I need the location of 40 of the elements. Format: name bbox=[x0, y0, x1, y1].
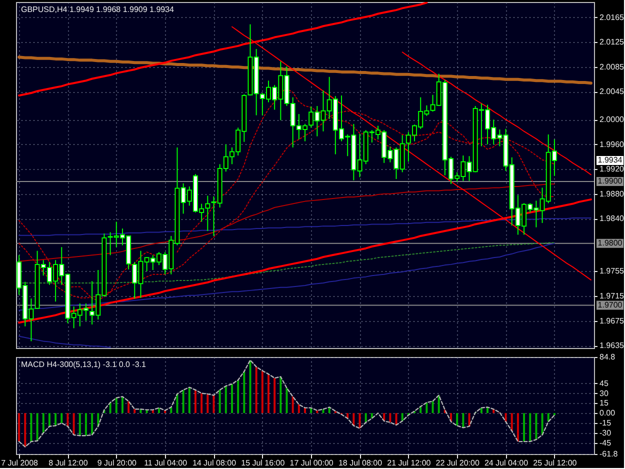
x-tick-label: 15 Jul 16:00 bbox=[241, 458, 286, 468]
y-tick-label: 30 bbox=[600, 388, 609, 398]
x-tick-label: 25 Jul 12:00 bbox=[533, 458, 578, 468]
x-tick-label: 22 Jul 20:00 bbox=[436, 458, 480, 468]
y-tick-label: 1.9635 bbox=[600, 341, 625, 350]
x-tick-label: 24 Jul 04:00 bbox=[484, 458, 529, 468]
x-tick-label: 18 Jul 08:00 bbox=[338, 458, 383, 468]
y-tick-label: 2.0165 bbox=[600, 12, 625, 22]
y-tick-label: 1.9755 bbox=[600, 266, 625, 276]
x-tick-label: 8 Jul 12:00 bbox=[48, 458, 88, 468]
y-tick-label: 1.9840 bbox=[600, 214, 625, 224]
y-tick-label: 2.0000 bbox=[600, 115, 625, 124]
ref-line-label: 1.9700 bbox=[598, 300, 623, 310]
y-tick-label: 1.9715 bbox=[600, 292, 625, 301]
y-tick-label: -45 bbox=[600, 438, 612, 448]
y-tick-label: 1.9960 bbox=[600, 140, 625, 149]
y-tick-label: 2.0045 bbox=[600, 87, 625, 96]
y-tick-label: 45 bbox=[600, 378, 609, 388]
y-tick-label: -15 bbox=[600, 418, 612, 428]
ref-line-label: 1.9800 bbox=[598, 238, 623, 248]
y-tick-label: 84.8 bbox=[600, 352, 616, 362]
y-tick-label: -30 bbox=[600, 428, 612, 438]
x-tick-label: 7 Jul 2008 bbox=[1, 458, 39, 468]
x-tick-label: 14 Jul 08:00 bbox=[192, 458, 237, 468]
chart-title: GBPUSD,H4 1.9949 1.9968 1.9909 1.9934 bbox=[21, 5, 175, 14]
y-tick-label: 15 bbox=[600, 398, 609, 408]
y-tick-label: 2.0085 bbox=[600, 62, 625, 72]
y-tick-label: 1.9880 bbox=[600, 189, 625, 198]
ref-line-label: 1.9900 bbox=[598, 176, 623, 186]
x-tick-label: 9 Jul 20:00 bbox=[97, 458, 138, 468]
x-tick-label: 11 Jul 04:00 bbox=[144, 458, 188, 468]
x-tick-label: 21 Jul 12:00 bbox=[387, 458, 432, 468]
chart-title: MACD H4-300(5,13,1) -3.1 0.0 -3.1 bbox=[21, 360, 146, 369]
x-tick-label: 17 Jul 00:00 bbox=[290, 458, 334, 468]
y-tick-label: 1.9675 bbox=[600, 316, 625, 326]
y-tick-label: -61.8 bbox=[600, 450, 618, 458]
annotation: 1.9934 bbox=[598, 155, 623, 164]
y-tick-label: 1.9920 bbox=[600, 164, 625, 174]
y-tick-label: 0.00 bbox=[600, 408, 616, 418]
y-tick-label: 2.0125 bbox=[600, 38, 625, 47]
